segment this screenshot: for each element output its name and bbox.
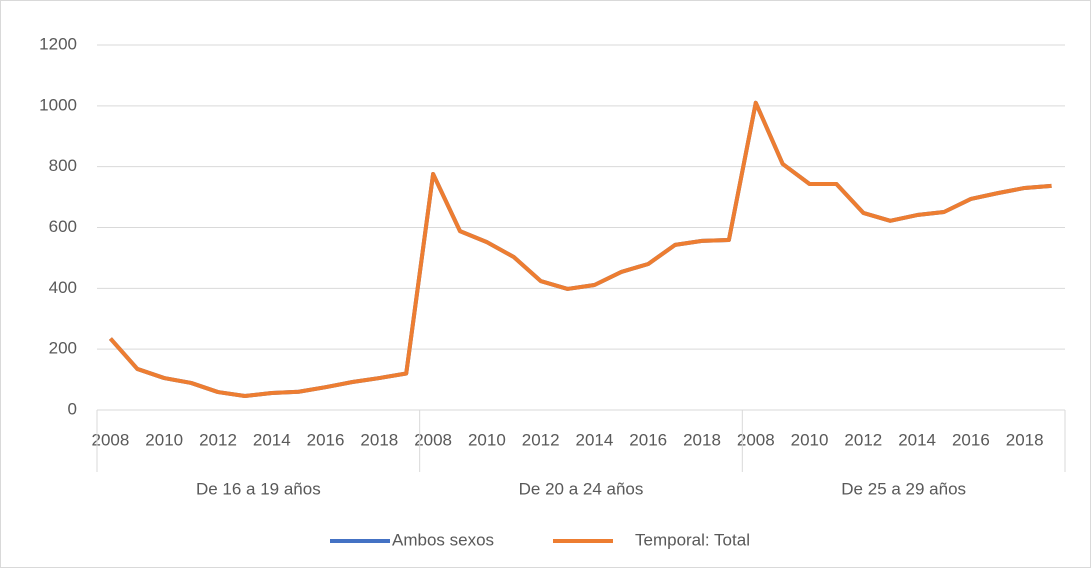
y-tick-label: 800	[49, 156, 77, 175]
line-series	[108, 100, 1052, 399]
x-tick-label: 2018	[360, 430, 398, 449]
x-tick-label: 2012	[844, 430, 882, 449]
x-tick-label: 2010	[468, 430, 506, 449]
x-tick-label: 2008	[92, 430, 130, 449]
group-label: De 16 a 19 años	[196, 479, 321, 498]
y-tick-label: 1200	[39, 34, 77, 53]
x-tick-label: 2012	[522, 430, 560, 449]
x-tick-label: 2016	[952, 430, 990, 449]
x-tick-label: 2018	[1006, 430, 1044, 449]
x-tick-label: 2018	[683, 430, 721, 449]
group-label: De 20 a 24 años	[519, 479, 644, 498]
x-tick-label: 2016	[307, 430, 345, 449]
legend-label: Ambos sexos	[392, 530, 494, 549]
y-tick-label: 400	[49, 278, 77, 297]
group-label: De 25 a 29 años	[841, 479, 966, 498]
x-tick-label: 2014	[576, 430, 614, 449]
y-tick-label: 200	[49, 339, 77, 358]
y-tick-label: 0	[68, 399, 77, 418]
x-tick-label: 2008	[414, 430, 452, 449]
y-tick-label: 1000	[39, 95, 77, 114]
x-tick-label: 2010	[145, 430, 183, 449]
x-tick-label: 2014	[253, 430, 291, 449]
y-tick-label: 600	[49, 217, 77, 236]
x-tick-label: 2012	[199, 430, 237, 449]
legend-label: Temporal: Total	[635, 530, 750, 549]
x-tick-label: 2008	[737, 430, 775, 449]
x-tick-label: 2014	[898, 430, 936, 449]
x-tick-label: 2016	[629, 430, 667, 449]
x-tick-label: 2010	[791, 430, 829, 449]
